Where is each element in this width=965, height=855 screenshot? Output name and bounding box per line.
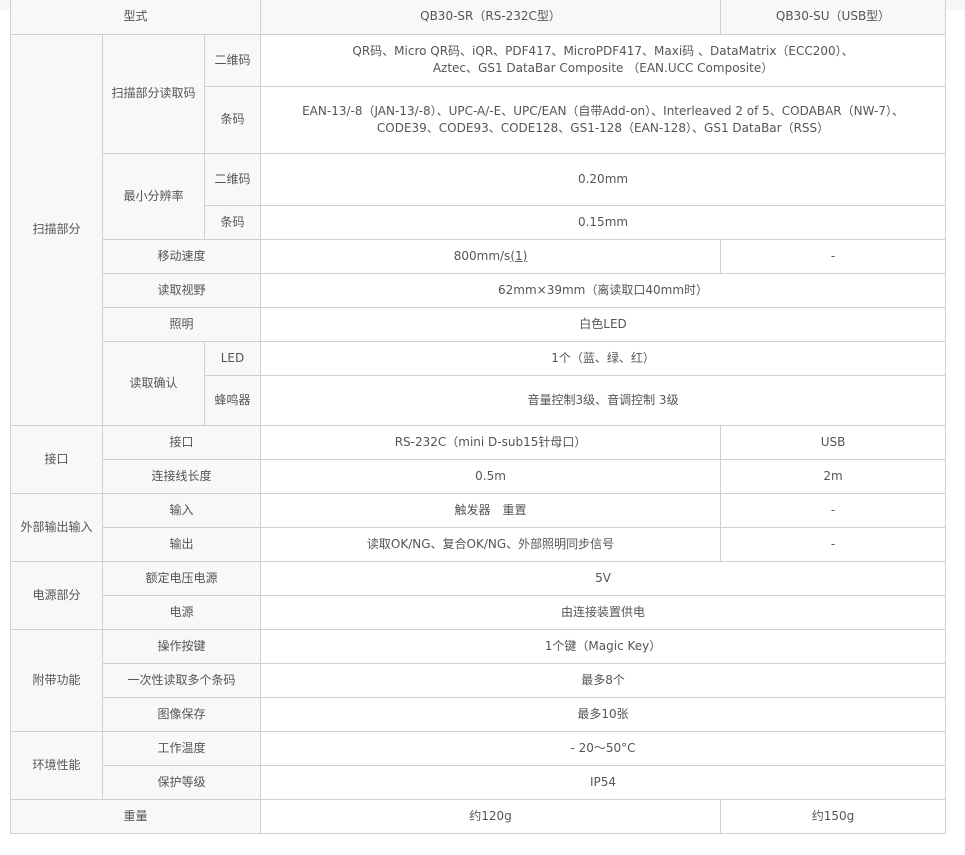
table-row: 图像保存 最多10张 [11, 696, 947, 732]
speed-su: - [720, 238, 947, 274]
led-value: 1个（蓝、绿、红） [260, 340, 947, 376]
output-sr: 读取OK/NG、复合OK/NG、外部照明同步信号 [260, 526, 722, 562]
key-value: 1个键（Magic Key） [260, 628, 947, 664]
input-sr: 触发器 重置 [260, 492, 722, 528]
cable-sr: 0.5m [260, 458, 722, 494]
table-row: 扫描部分 扫描部分读取码 二维码 QR码、Micro QR码、iQR、PDF41… [10, 33, 947, 426]
speed-text: 800mm/s [453, 248, 511, 263]
multi-value: 最多8个 [260, 662, 947, 698]
group-scan: 扫描部分 [10, 33, 103, 426]
table-row: 输出 读取OK/NG、复合OK/NG、外部照明同步信号 - [11, 526, 947, 562]
table-row: 最小分辨率 二维码 0.20mm [11, 152, 947, 240]
table-row: 环境性能 工作温度 - 20～50°C [10, 730, 947, 800]
port-sr: RS-232C（mini D-sub15针母口） [260, 424, 722, 460]
read-code-label: 扫描部分读取码 [102, 33, 205, 154]
table-row: 接口 接口 RS-232C（mini D-sub15针母口） USB [10, 424, 947, 494]
confirm-label: 读取确认 [102, 340, 205, 426]
temp-label: 工作温度 [101, 730, 262, 766]
barcode-label: 条码 [203, 85, 262, 154]
speed-value: 800mm/s(1) [260, 238, 722, 274]
image-label: 图像保存 [101, 696, 262, 732]
input-su: - [720, 492, 947, 528]
supply-value: 由连接装置供电 [260, 594, 947, 630]
group-env: 环境性能 [10, 730, 103, 800]
bar-line2: CODE39、CODE93、CODE128、GS1-128（EAN-128）、G… [376, 120, 830, 135]
ip-label: 保护等级 [101, 764, 262, 800]
res-qr-value: 0.20mm [260, 152, 947, 206]
qr-line1: QR码、Micro QR码、iQR、PDF417、MicroPDF417、Max… [352, 44, 854, 58]
qr-codes: QR码、Micro QR码、iQR、PDF417、MicroPDF417、Max… [260, 33, 947, 87]
table-row: 重量 约120g 约150g [9, 798, 947, 834]
table-row: 条码 EAN-13/-8（JAN-13/-8）、UPC-A/-E、UPC/EAN… [11, 85, 947, 154]
barcodes: EAN-13/-8（JAN-13/-8）、UPC-A/-E、UPC/EAN（自带… [260, 85, 947, 154]
group-extra: 附带功能 [10, 628, 103, 732]
table-row: 照明 白色LED [11, 306, 947, 342]
ip-value: IP54 [260, 764, 947, 800]
resolution-label: 最小分辨率 [102, 152, 205, 240]
multi-label: 一次性读取多个条码 [101, 662, 262, 698]
qr-label: 二维码 [203, 33, 262, 87]
voltage-value: 5V [260, 560, 947, 596]
qr-line2: Aztec、GS1 DataBar Composite （EAN.UCC Com… [432, 61, 774, 75]
output-label: 输出 [101, 526, 262, 562]
cable-su: 2m [720, 458, 947, 494]
model-label: 型式 [9, 0, 262, 35]
table-row: 附带功能 操作按键 1个键（Magic Key） [10, 628, 947, 732]
group-interface: 接口 [10, 424, 103, 494]
input-label: 输入 [101, 492, 262, 528]
weight-label: 重量 [9, 798, 262, 834]
table-row: 读取视野 62mm×39mm（离读取口40mm时） [11, 272, 947, 308]
led-label: LED [203, 340, 262, 376]
table-row: 外部输出输入 输入 触发器 重置 - [10, 492, 947, 562]
bar-line1: EAN-13/-8（JAN-13/-8）、UPC-A/-E、UPC/EAN（自带… [302, 103, 904, 118]
light-value: 白色LED [260, 306, 947, 342]
port-su: USB [720, 424, 947, 460]
view-value: 62mm×39mm（离读取口40mm时） [260, 272, 947, 308]
table-row: 条码 0.15mm [11, 204, 947, 240]
speed-label: 移动速度 [101, 238, 262, 274]
table-row: 保护等级 IP54 [11, 764, 947, 800]
table-row: 连接线长度 0.5m 2m [11, 458, 947, 494]
weight-sr: 约120g [260, 798, 722, 834]
cable-label: 连接线长度 [101, 458, 262, 494]
table-row: 移动速度 800mm/s(1) - [11, 238, 947, 274]
supply-label: 电源 [101, 594, 262, 630]
buzzer-value: 音量控制3级、音调控制 3级 [260, 374, 947, 426]
port-label: 接口 [101, 424, 262, 460]
model-sr: QB30-SR（RS-232C型） [260, 0, 722, 35]
key-label: 操作按键 [101, 628, 262, 664]
light-label: 照明 [101, 306, 262, 342]
output-su: - [720, 526, 947, 562]
table-row: 读取确认 LED 1个（蓝、绿、红） [11, 340, 947, 426]
footnote-link[interactable]: (1) [510, 248, 528, 263]
spec-table: 型式 QB30-SR（RS-232C型） QB30-SU（USB型） 扫描部分 … [9, 0, 947, 834]
voltage-label: 额定电压电源 [101, 560, 262, 596]
table-row: 电源部分 额定电压电源 5V [10, 560, 947, 630]
table-row: 电源 由连接装置供电 [11, 594, 947, 630]
temp-value: - 20～50°C [260, 730, 947, 766]
weight-su: 约150g [720, 798, 947, 834]
group-io: 外部输出输入 [10, 492, 103, 562]
res-bar-value: 0.15mm [260, 204, 947, 240]
table-row: 一次性读取多个条码 最多8个 [11, 662, 947, 698]
view-label: 读取视野 [101, 272, 262, 308]
group-power: 电源部分 [10, 560, 103, 630]
res-bar-label: 条码 [203, 204, 262, 240]
table-row: 蜂鸣器 音量控制3级、音调控制 3级 [11, 374, 947, 426]
res-qr-label: 二维码 [203, 152, 262, 206]
buzzer-label: 蜂鸣器 [203, 374, 262, 426]
model-su: QB30-SU（USB型） [720, 0, 947, 35]
header-row: 型式 QB30-SR（RS-232C型） QB30-SU（USB型） [9, 0, 947, 35]
image-value: 最多10张 [260, 696, 947, 732]
